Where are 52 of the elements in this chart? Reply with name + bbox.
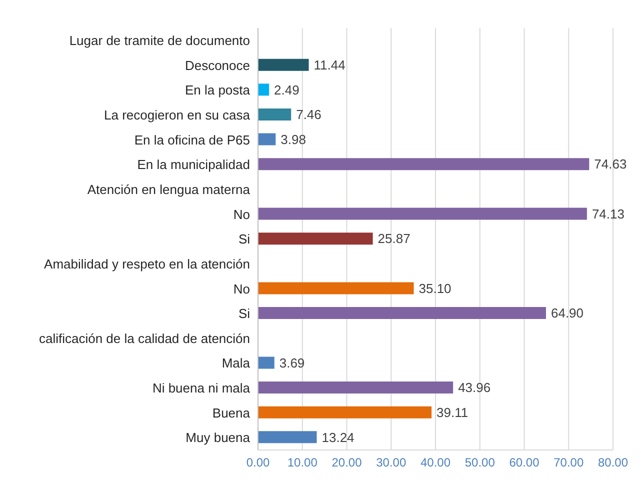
y-tick-label: Buena bbox=[212, 405, 251, 420]
y-tick-label: Muy buena bbox=[186, 430, 251, 446]
y-tick-label: Amabilidad y respeto en la atención bbox=[44, 256, 250, 272]
x-tick-label: 30.00 bbox=[376, 456, 406, 470]
y-tick-label: En la posta bbox=[184, 82, 251, 98]
x-tick-label: 80.00 bbox=[598, 456, 628, 470]
x-tick-label: 70.00 bbox=[554, 456, 584, 470]
data-label: 7.46 bbox=[296, 107, 322, 122]
data-label: 2.49 bbox=[274, 82, 300, 98]
y-tick-label: En la oficina de P65 bbox=[134, 132, 250, 148]
data-label: 43.96 bbox=[458, 380, 491, 396]
x-tick-label: 50.00 bbox=[464, 456, 496, 470]
y-tick-label: calificación de la calidad de atención bbox=[38, 330, 250, 346]
bar bbox=[258, 307, 546, 320]
y-tick-label: Si bbox=[238, 232, 250, 247]
x-tick-label: 40.00 bbox=[420, 456, 451, 470]
bar bbox=[258, 431, 317, 444]
bar bbox=[258, 382, 454, 394]
data-label: 39.11 bbox=[436, 404, 468, 420]
data-label: 74.63 bbox=[594, 156, 627, 172]
y-tick-label: En la municipalidad bbox=[137, 157, 250, 172]
y-tick-label: No bbox=[233, 206, 250, 222]
bar bbox=[258, 208, 587, 220]
y-tick-label: Ni buena ni mala bbox=[152, 380, 251, 396]
data-label: 3.98 bbox=[280, 132, 306, 147]
y-tick-label: Lugar de tramite de documento bbox=[69, 33, 250, 48]
data-label: 64.90 bbox=[550, 306, 584, 321]
bar bbox=[258, 158, 590, 170]
y-tick-label: Atención en lengua materna bbox=[87, 182, 251, 197]
bar bbox=[258, 108, 292, 120]
y-tick-label: Si bbox=[238, 306, 250, 322]
data-label: 74.13 bbox=[592, 206, 624, 222]
data-label: 13.24 bbox=[322, 430, 354, 445]
x-tick-label: 10.00 bbox=[287, 456, 318, 470]
bar bbox=[258, 356, 274, 369]
bar bbox=[258, 58, 309, 71]
bar bbox=[258, 133, 276, 146]
bar bbox=[258, 406, 432, 418]
bar bbox=[258, 282, 414, 294]
y-tick-label: La recogieron en su casa bbox=[104, 107, 251, 122]
y-tick-label: Desconoce bbox=[184, 58, 250, 73]
data-label: 11.44 bbox=[314, 57, 346, 72]
y-tick-label: Mala bbox=[222, 356, 251, 371]
bar bbox=[258, 232, 373, 245]
data-label: 25.87 bbox=[378, 231, 410, 246]
y-tick-label: No bbox=[233, 281, 250, 296]
x-tick-label: 0.00 bbox=[246, 456, 270, 470]
x-tick-label: 60.00 bbox=[509, 456, 540, 470]
bar bbox=[258, 84, 270, 96]
data-label: 35.10 bbox=[418, 280, 452, 296]
data-label: 3.69 bbox=[279, 355, 305, 370]
x-tick-label: 20.00 bbox=[332, 456, 362, 470]
